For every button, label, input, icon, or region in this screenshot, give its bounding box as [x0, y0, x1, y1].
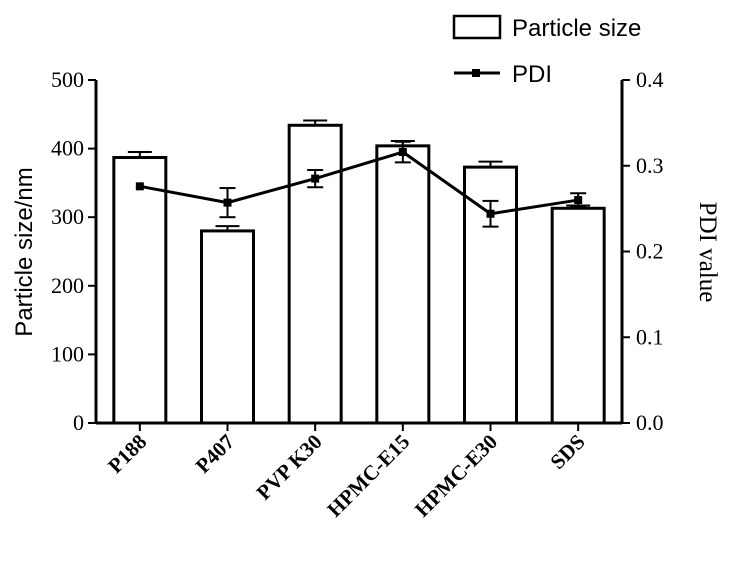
y2-tick-label-0.3: 0.3: [636, 153, 664, 178]
x-tick-label-HPMC-E15: HPMC-E15: [322, 430, 414, 522]
y-tick-label-500: 500: [51, 67, 84, 92]
pdi-point-SDS: [574, 196, 583, 205]
bar-P407: [200, 229, 255, 425]
y2-axis-title: PDI value: [694, 202, 721, 303]
y-tick-label-100: 100: [51, 341, 84, 366]
y2-tick-label-0.0: 0.0: [636, 410, 664, 435]
legend-marker-pdi: [472, 69, 480, 77]
pdi-point-P188: [135, 182, 144, 191]
pdi-point-P407: [223, 198, 232, 207]
y-tick-label-0: 0: [73, 410, 84, 435]
pdi-point-HPMC-E15: [398, 148, 407, 157]
pdi-line: [139, 150, 579, 216]
x-tick-label-SDS: SDS: [545, 430, 589, 474]
legend-swatch-particle-size: [452, 14, 502, 40]
legend-label-particle-size: Particle size: [512, 15, 641, 42]
pdi-point-PVP K30: [311, 174, 320, 183]
bar-P188: [112, 156, 168, 425]
y2-tick-label-0.4: 0.4: [636, 67, 664, 92]
y-tick-label-300: 300: [51, 204, 84, 229]
bar-HPMC-E15: [375, 144, 431, 425]
y2-tick-label-0.2: 0.2: [636, 239, 664, 264]
legend: Particle size PDI: [452, 14, 641, 88]
y-axis-title: Particle size/nm: [11, 167, 38, 336]
y-tick-label-400: 400: [51, 136, 84, 161]
y2-tick-label-0.1: 0.1: [636, 324, 664, 349]
plot-area: 0 100 200 300 400 500 0.0 0.1 0.2 0.3 0.4 P188 P407 P…: [51, 67, 664, 522]
x-tick-label-PVP K30: PVP K30: [252, 430, 327, 505]
x-tick-label-P407: P407: [191, 430, 239, 478]
pdi-point-HPMC-E30: [486, 209, 495, 218]
y-tick-label-200: 200: [51, 273, 84, 298]
legend-label-pdi: PDI: [512, 61, 552, 88]
bar-SDS: [550, 206, 606, 425]
x-tick-label-P188: P188: [103, 430, 151, 478]
x-tick-label-HPMC-E30: HPMC-E30: [410, 430, 502, 522]
